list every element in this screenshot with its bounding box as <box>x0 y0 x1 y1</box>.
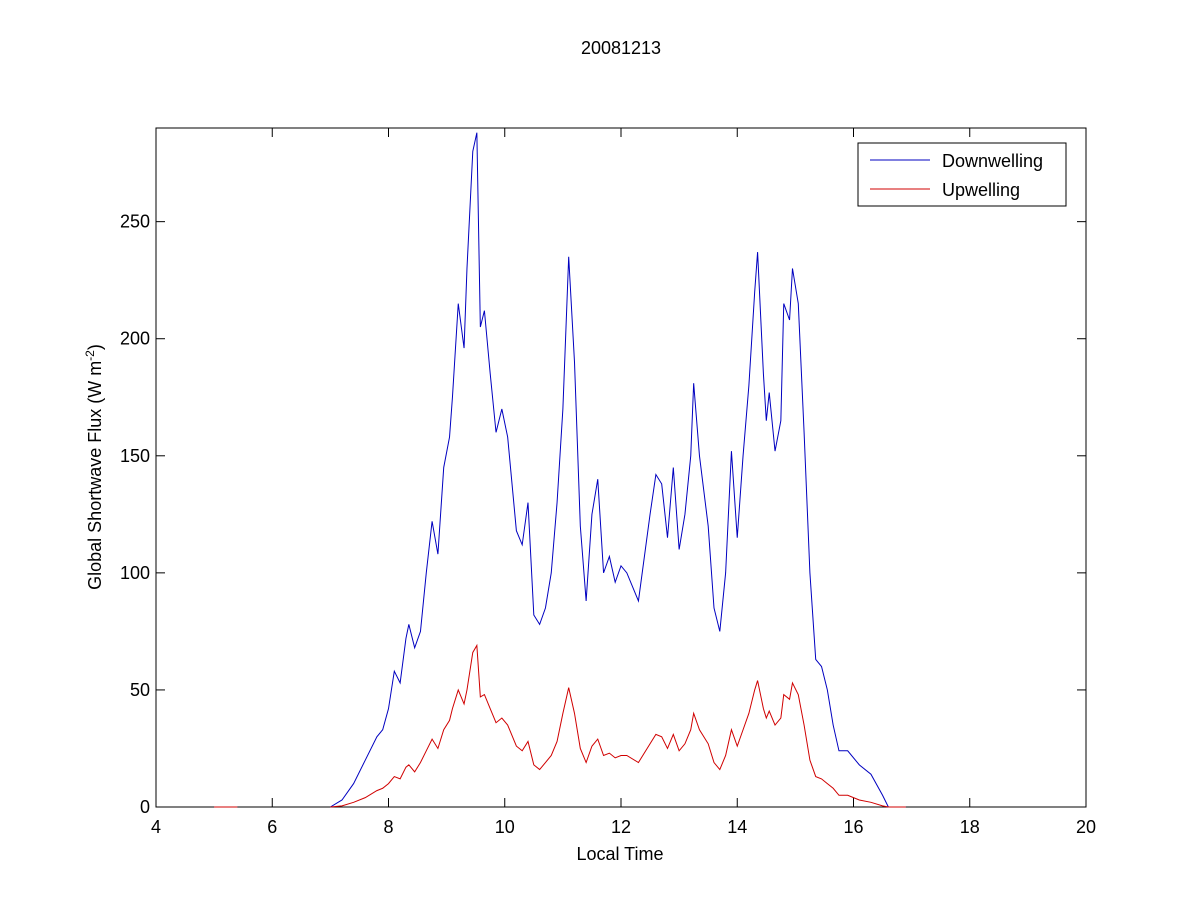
x-tick-label: 20 <box>1076 817 1096 837</box>
y-axis-label-sup: -2 <box>83 350 97 361</box>
x-tick-label: 16 <box>843 817 863 837</box>
y-tick-label: 150 <box>120 446 150 466</box>
legend-label: Upwelling <box>942 180 1020 200</box>
y-axis-label-text: Global Shortwave Flux (W m <box>85 361 105 590</box>
chart-title: 20081213 <box>581 38 661 58</box>
plot-area <box>155 127 1087 808</box>
x-tick-label: 12 <box>611 817 631 837</box>
x-tick-label: 8 <box>383 817 393 837</box>
y-axis-label-tail: ) <box>85 344 105 350</box>
y-tick-label: 0 <box>140 797 150 817</box>
y-tick-label: 50 <box>130 680 150 700</box>
y-tick-label: 200 <box>120 329 150 349</box>
x-tick-label: 6 <box>267 817 277 837</box>
y-axis-label: Global Shortwave Flux (W m-2) <box>83 344 105 590</box>
y-tick-label: 250 <box>120 212 150 232</box>
data-line <box>214 643 906 808</box>
x-axis-label: Local Time <box>576 844 663 864</box>
y-tick-label: 100 <box>120 563 150 583</box>
x-tick-label: 18 <box>960 817 980 837</box>
legend-box <box>857 142 1067 207</box>
x-tick-label: 14 <box>727 817 747 837</box>
legend-label: Downwelling <box>942 151 1043 171</box>
x-tick-label: 10 <box>495 817 515 837</box>
x-tick-label: 4 <box>151 817 161 837</box>
